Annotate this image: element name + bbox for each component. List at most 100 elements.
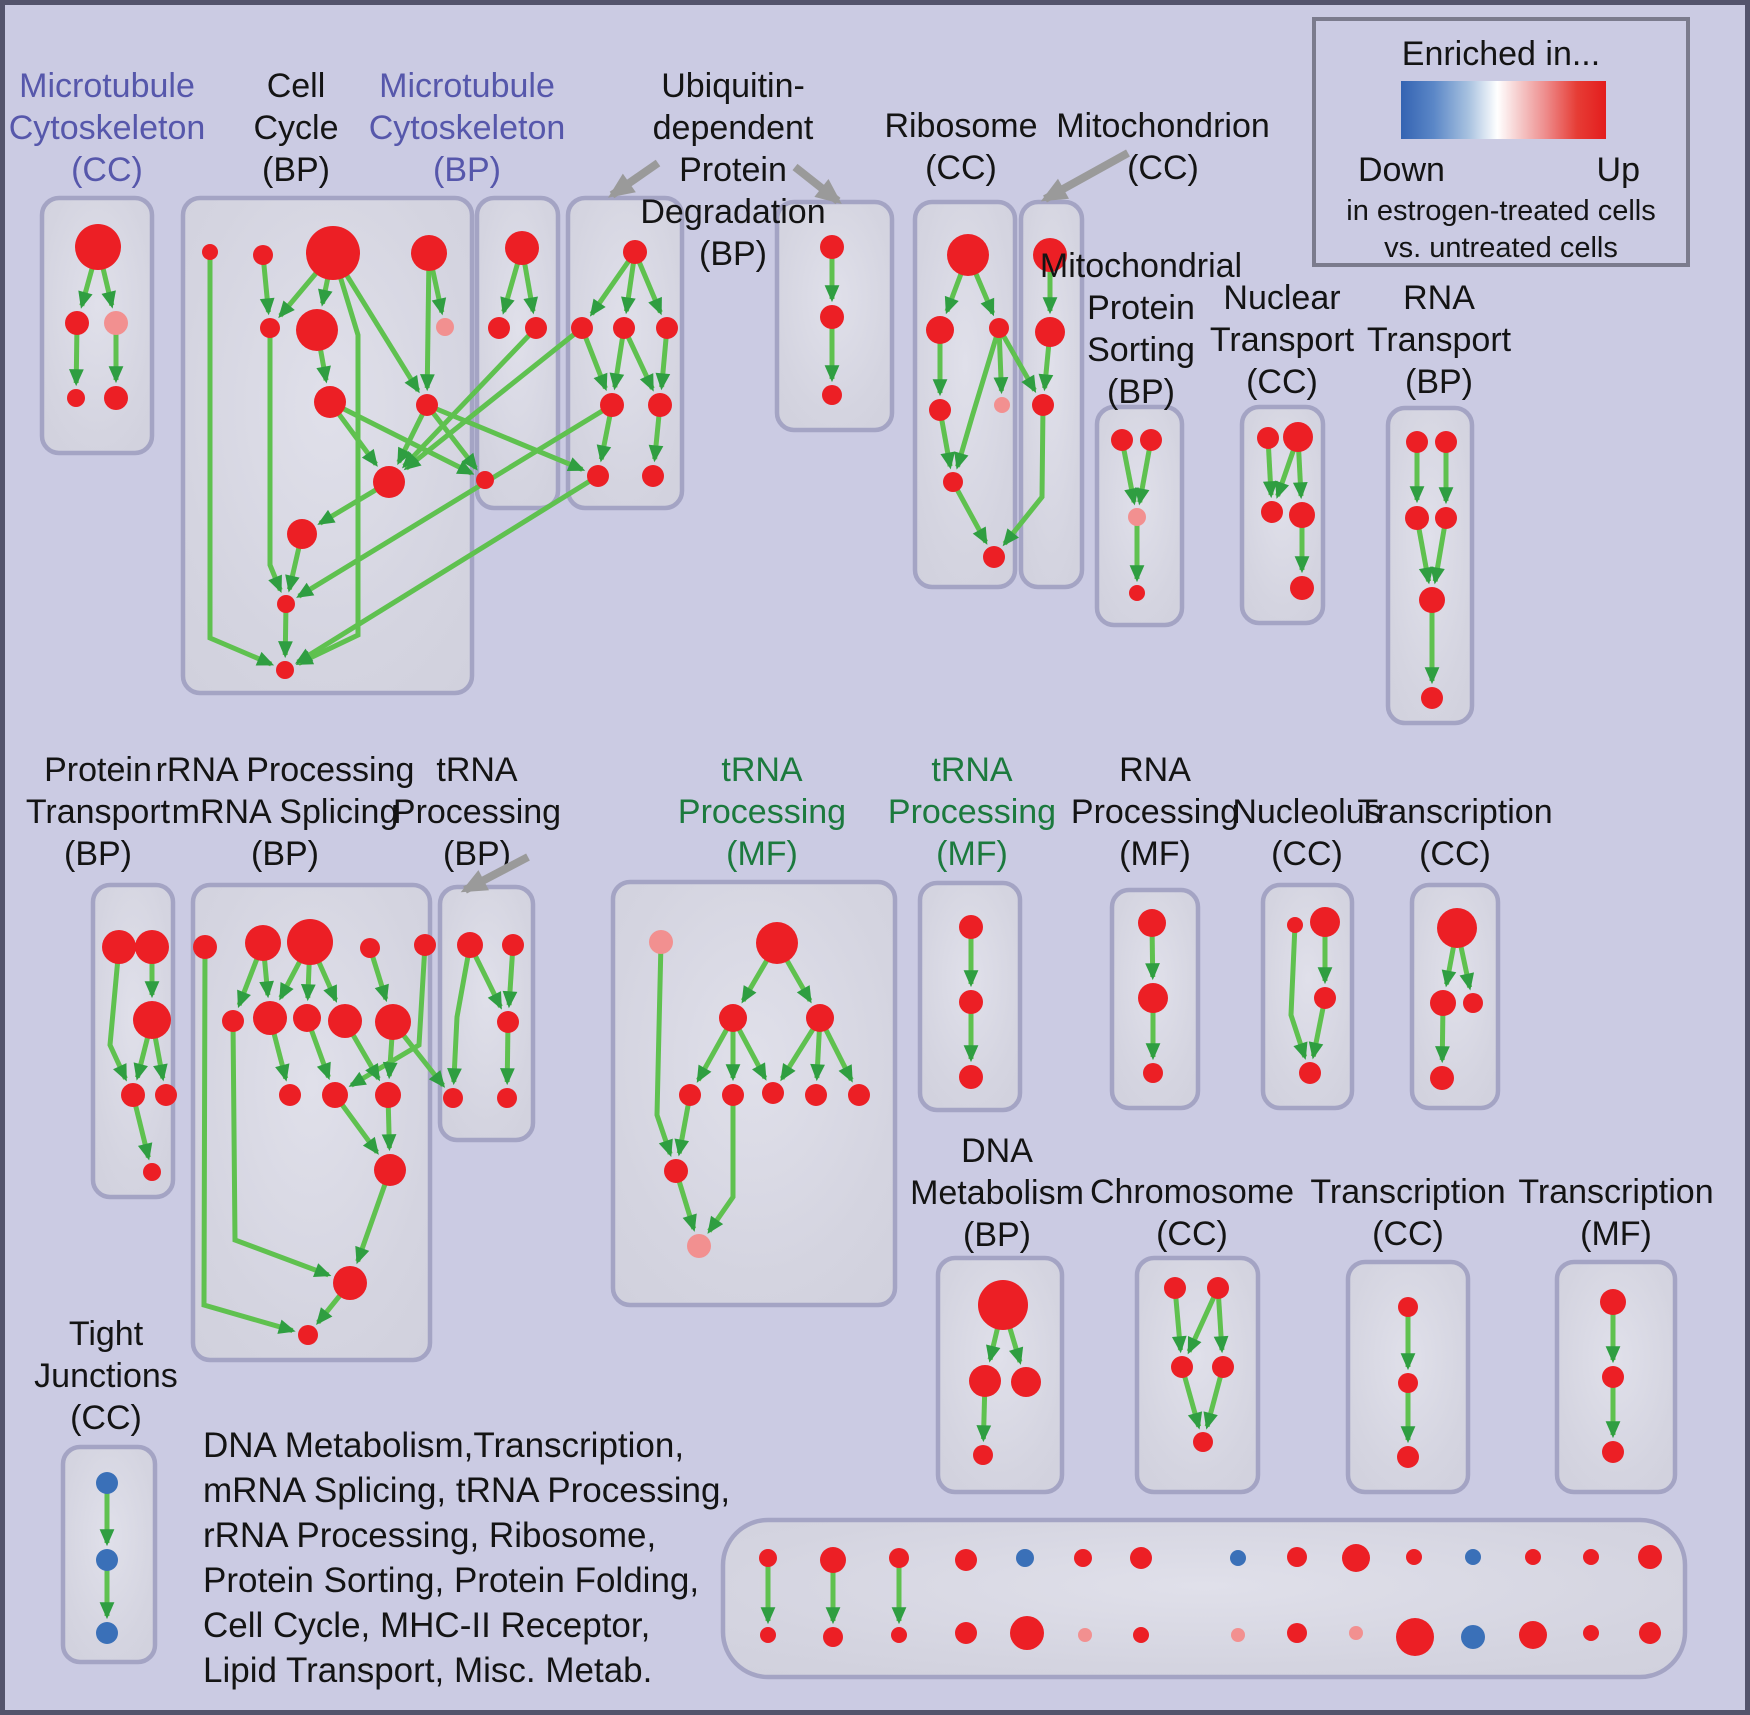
edge-c1-c13 — [207, 252, 275, 667]
edge-r6-r7 — [950, 480, 989, 545]
svg-text:rRNA Processing: rRNA Processing — [156, 751, 415, 789]
node-h8 — [805, 1084, 827, 1106]
node-b3 — [822, 385, 842, 405]
node-a4 — [67, 389, 85, 407]
note-line: Protein Sorting, Protein Folding, — [203, 1561, 700, 1600]
svg-text:(MF): (MF) — [1119, 835, 1191, 873]
svg-text:Transcription: Transcription — [1310, 1173, 1505, 1211]
node-d1 — [978, 1280, 1028, 1330]
node-m26 — [1396, 1618, 1434, 1656]
cluster-box-rna-transport — [1385, 405, 1475, 726]
svg-text:Nuclear: Nuclear — [1223, 279, 1340, 317]
svg-text:(MF): (MF) — [726, 835, 798, 873]
note-line: rRNA Processing, Ribosome, — [203, 1516, 657, 1555]
node-h2 — [756, 922, 798, 964]
node-h9 — [848, 1084, 870, 1106]
svg-text:Tight: Tight — [69, 1315, 144, 1353]
node-u6 — [648, 393, 672, 417]
node-t6 — [1421, 687, 1443, 709]
edge-w1-w4 — [1288, 924, 1308, 1060]
node-s4 — [1129, 585, 1145, 601]
node-m04 — [955, 1549, 977, 1571]
node-n5 — [1290, 576, 1314, 600]
node-d4 — [973, 1445, 993, 1465]
node-e1 — [1164, 1277, 1186, 1299]
node-p3 — [133, 1001, 171, 1039]
node-q4 — [443, 1088, 463, 1108]
node-c8 — [314, 386, 346, 418]
svg-text:Microtubule: Microtubule — [19, 67, 195, 105]
node-mt3 — [1032, 394, 1054, 416]
node-m09 — [1287, 1547, 1307, 1567]
node-m17 — [823, 1627, 843, 1647]
svg-text:Mitochondrial: Mitochondrial — [1040, 247, 1242, 285]
svg-text:(CC): (CC) — [1271, 835, 1343, 873]
svg-text:Cell: Cell — [267, 67, 326, 105]
node-m27 — [1461, 1625, 1485, 1649]
node-g5 — [414, 934, 436, 956]
svg-text:Processing: Processing — [1071, 793, 1239, 831]
edge-c3-c13 — [295, 252, 361, 666]
svg-text:dependent: dependent — [653, 109, 814, 147]
cluster-label-trna-processing-mf-2: tRNA Processing (MF) — [888, 751, 1056, 873]
node-m3 — [525, 317, 547, 339]
node-a3 — [104, 311, 128, 335]
node-c4 — [411, 235, 447, 271]
cluster-label-ubiquitin-degradation-a: Ubiquitin-dependent Protein Degradation (BP… — [640, 67, 825, 273]
cluster-box-cell-cycle — [180, 195, 475, 696]
node-p1 — [102, 930, 136, 964]
node-q5 — [497, 1088, 517, 1108]
node-m14 — [1583, 1549, 1599, 1565]
node-m20 — [1010, 1616, 1044, 1650]
node-v1 — [1138, 909, 1166, 937]
node-g1 — [193, 935, 217, 959]
node-u2 — [571, 317, 593, 339]
node-c11 — [287, 519, 317, 549]
svg-text:Cytoskeleton: Cytoskeleton — [369, 109, 566, 147]
node-m13 — [1525, 1549, 1541, 1565]
svg-text:Processing: Processing — [678, 793, 846, 831]
node-c1 — [202, 244, 218, 260]
cluster-box-rrna-processing-mrna-splicing — [190, 882, 433, 1363]
cluster-label-trna-processing-bp: tRNA Processing (BP) — [393, 751, 561, 873]
svg-text:tRNA: tRNA — [721, 751, 803, 789]
node-m23 — [1231, 1628, 1245, 1642]
cluster-label-ribosome: Ribosome (CC) — [884, 107, 1037, 187]
note-line: Cell Cycle, MHC-II Receptor, — [203, 1606, 651, 1645]
node-m28 — [1519, 1621, 1547, 1649]
edge-q1-q4 — [447, 944, 473, 1086]
legend-subtitle-2: vs. untreated cells — [1384, 232, 1618, 264]
node-x1 — [1437, 908, 1477, 948]
svg-text:(BP): (BP) — [1405, 363, 1473, 401]
svg-text:tRNA: tRNA — [436, 751, 518, 789]
edge-c8-m4 — [328, 399, 475, 476]
svg-text:Protein: Protein — [1087, 289, 1195, 327]
cluster-label-cell-cycle: Cell Cycle (BP) — [253, 67, 338, 189]
node-q1 — [457, 932, 483, 958]
node-m4 — [476, 471, 494, 489]
cluster-label-microtubule-cc: Microtubule Cytoskeleton (CC) — [9, 67, 206, 189]
svg-text:(CC): (CC) — [1419, 835, 1491, 873]
edge-g6-g15 — [230, 1020, 332, 1278]
node-r7 — [983, 546, 1005, 568]
cluster-box-nucleolus — [1260, 882, 1355, 1111]
node-p2 — [135, 930, 169, 964]
node-j3 — [96, 1622, 118, 1644]
svg-text:(CC): (CC) — [1372, 1215, 1444, 1253]
node-w2 — [1310, 907, 1340, 937]
edge-mt3-r7 — [1002, 404, 1046, 547]
svg-text:Ribosome: Ribosome — [884, 107, 1037, 145]
node-k3 — [959, 1065, 983, 1089]
edge-r3-r6 — [954, 327, 1002, 470]
node-r1 — [947, 234, 989, 276]
edge-u5-c12 — [296, 402, 614, 599]
svg-text:Sorting: Sorting — [1087, 331, 1195, 369]
node-g4 — [360, 938, 380, 958]
svg-text:Metabolism: Metabolism — [910, 1174, 1084, 1212]
edge-g14-g15 — [355, 1169, 393, 1265]
pointer-ubiquitin-left — [607, 159, 661, 199]
edge-c5-c12 — [267, 328, 283, 594]
node-y1 — [1398, 1297, 1418, 1317]
node-mt2 — [1035, 317, 1065, 347]
node-d3 — [1011, 1367, 1041, 1397]
